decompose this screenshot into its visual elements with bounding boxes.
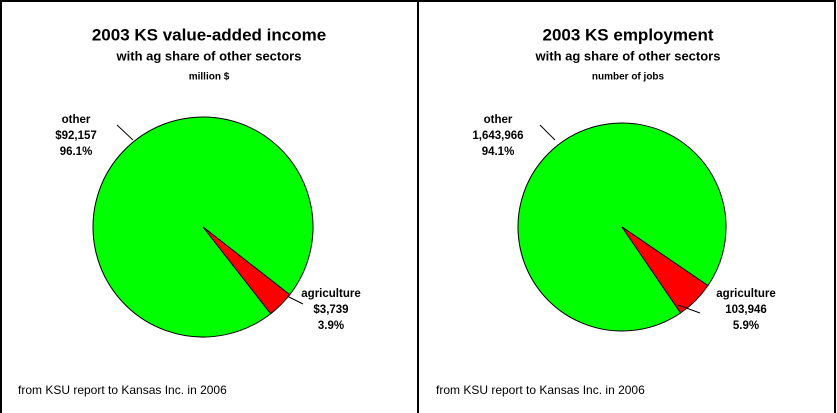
slice-label: other xyxy=(484,114,513,126)
leader-line xyxy=(286,295,304,305)
slice-value: $92,157 xyxy=(55,130,97,142)
slice-label: agriculture xyxy=(301,288,360,300)
unit-label: number of jobs xyxy=(592,72,665,83)
chart-title: 2003 KS value-added income xyxy=(92,25,326,44)
slice-percent: 94.1% xyxy=(482,146,515,158)
panel xyxy=(417,0,836,413)
slice-label: other xyxy=(62,114,91,126)
source-note: from KSU report to Kansas Inc. in 2006 xyxy=(18,383,227,397)
chart-subtitle: with ag share of other sectors xyxy=(116,48,302,63)
slice-label: agriculture xyxy=(716,288,775,300)
slice-value: 103,946 xyxy=(725,304,767,316)
slice-value: $3,739 xyxy=(313,304,348,316)
slice-value: 1,643,966 xyxy=(472,130,523,142)
slice-percent: 3.9% xyxy=(318,320,344,332)
source-note: from KSU report to Kansas Inc. in 2006 xyxy=(436,383,645,397)
unit-label: million $ xyxy=(189,72,230,83)
leader-line xyxy=(677,304,701,314)
chart-subtitle: with ag share of other sectors xyxy=(535,48,721,63)
chart-title: 2003 KS employment xyxy=(542,25,713,44)
pie-slice xyxy=(621,226,709,314)
slice-percent: 96.1% xyxy=(60,146,93,158)
leader-line xyxy=(539,124,556,141)
pie-slice xyxy=(202,226,291,315)
slice-percent: 5.9% xyxy=(733,320,759,332)
leader-line xyxy=(116,124,134,141)
